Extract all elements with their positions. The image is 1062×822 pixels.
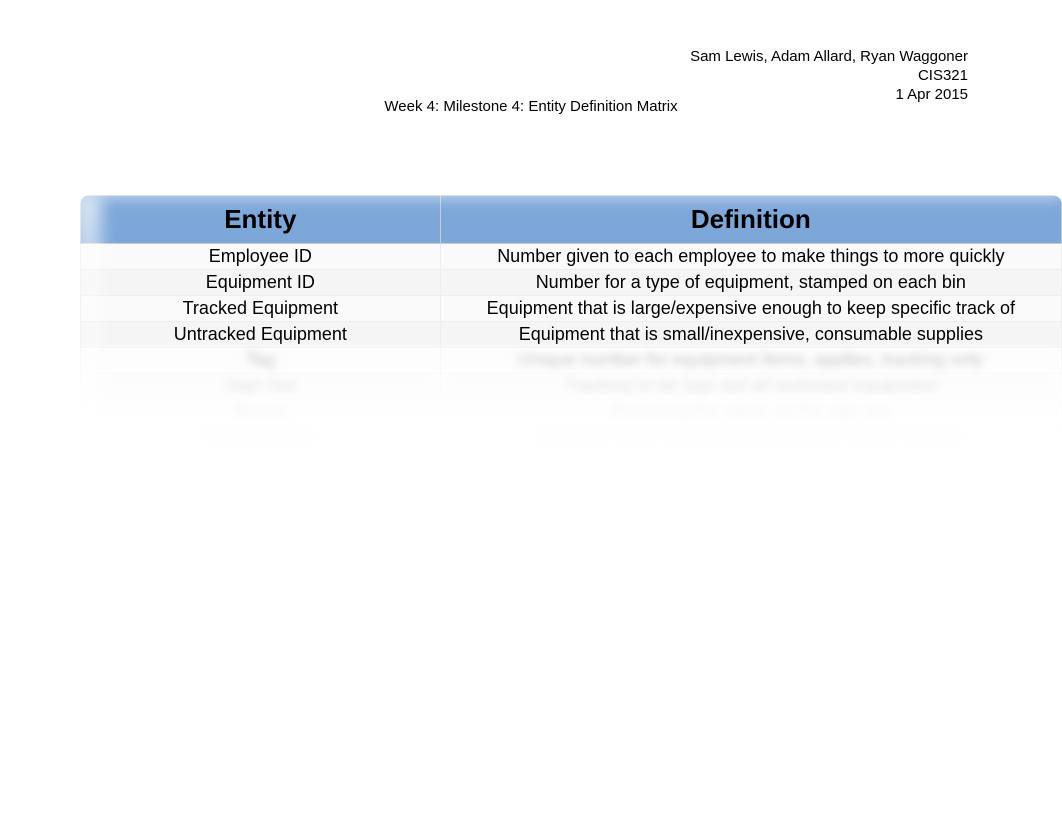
- table-wrapper: Entity Definition Employee ID Number giv…: [80, 195, 1062, 452]
- cell-definition: Equipment that is small/inexpensive, con…: [440, 322, 1061, 348]
- table-row-blurred: Return Returning the same as the sign ou…: [81, 400, 1062, 426]
- column-header-entity: Entity: [81, 196, 441, 244]
- table-row: Untracked Equipment Equipment that is sm…: [81, 322, 1062, 348]
- cell-definition: Unique number for equipment items, appli…: [440, 348, 1061, 374]
- table-row-blurred: Consumables Also cost of the equipment r…: [81, 426, 1062, 452]
- cell-definition: Returning the same as the sign out: [440, 400, 1061, 426]
- cell-definition: Number for a type of equipment, stamped …: [440, 270, 1061, 296]
- column-header-definition: Definition: [440, 196, 1061, 244]
- table-row: Employee ID Number given to each employe…: [81, 244, 1062, 270]
- table-row-blurred: Sign Out Tracking to be sign out all res…: [81, 374, 1062, 400]
- cell-entity: Equipment ID: [81, 270, 441, 296]
- table-row-blurred: Tag Unique number for equipment items, a…: [81, 348, 1062, 374]
- table-row: Tracked Equipment Equipment that is larg…: [81, 296, 1062, 322]
- document-header: Sam Lewis, Adam Allard, Ryan Waggoner CI…: [690, 48, 968, 105]
- authors-line: Sam Lewis, Adam Allard, Ryan Waggoner: [690, 48, 968, 66]
- cell-entity: Employee ID: [81, 244, 441, 270]
- entity-definition-table-container: Entity Definition Employee ID Number giv…: [80, 195, 1062, 452]
- document-title: Week 4: Milestone 4: Entity Definition M…: [0, 98, 1062, 115]
- cell-entity: Consumables: [81, 426, 441, 452]
- cell-definition: Equipment that is large/expensive enough…: [440, 296, 1061, 322]
- cell-entity: Untracked Equipment: [81, 322, 441, 348]
- cell-entity: Sign Out: [81, 374, 441, 400]
- table-header-row: Entity Definition: [81, 196, 1062, 244]
- cell-definition: Number given to each employee to make th…: [440, 244, 1061, 270]
- cell-entity: Tag: [81, 348, 441, 374]
- cell-entity: Tracked Equipment: [81, 296, 441, 322]
- cell-definition: Also cost of the equipment required in t…: [440, 426, 1061, 452]
- course-line: CIS321: [690, 67, 968, 85]
- table-row: Equipment ID Number for a type of equipm…: [81, 270, 1062, 296]
- cell-definition: Tracking to be sign out all restricted e…: [440, 374, 1061, 400]
- cell-entity: Return: [81, 400, 441, 426]
- entity-definition-table: Entity Definition Employee ID Number giv…: [80, 195, 1062, 452]
